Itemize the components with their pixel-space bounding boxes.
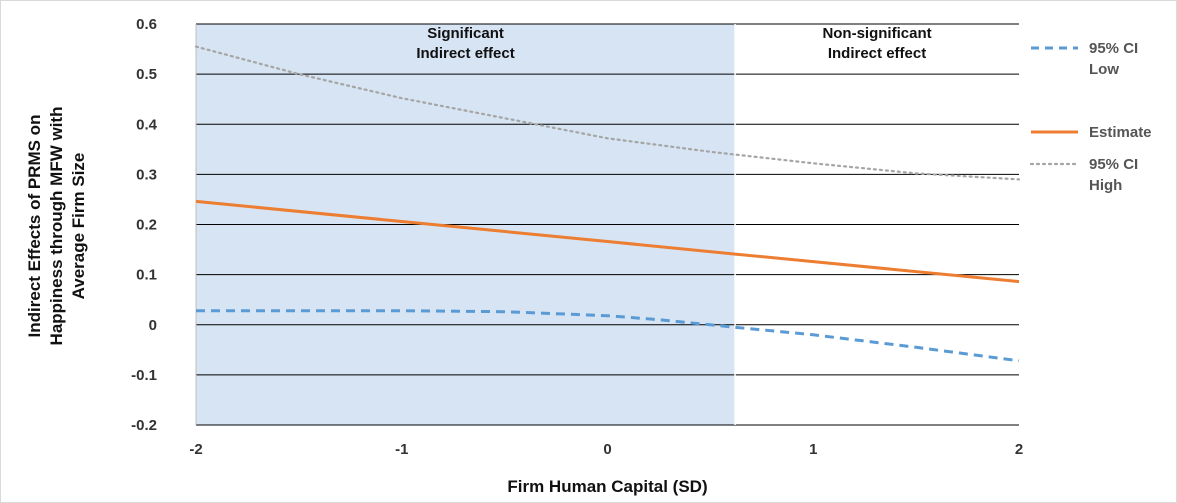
- y-tick-label: 0.4: [136, 116, 158, 133]
- region-labels: Significant Indirect effectNon-significan…: [416, 25, 931, 62]
- y-axis-title-line: Indirect Effects of PRMS on: [25, 115, 44, 338]
- region-label-1: Non-significant Indirect effect: [822, 25, 931, 62]
- y-tick-label: 0.3: [136, 166, 157, 183]
- x-tick-label: 2: [1015, 441, 1023, 458]
- legend-label-0: 95% CI Low: [1089, 40, 1138, 78]
- y-tick-label: -0.2: [131, 417, 157, 434]
- y-axis-title-line: Happiness through MFW with: [47, 107, 66, 346]
- x-tick-label: 1: [809, 441, 817, 458]
- x-tick-label: 0: [603, 441, 611, 458]
- region-label-line: Significant: [427, 25, 504, 42]
- legend-label-line: High: [1089, 177, 1122, 194]
- x-tick-label: -2: [189, 441, 202, 458]
- series-line-2: [194, 45, 1021, 181]
- y-tick-label: -0.1: [131, 367, 157, 384]
- y-tick-labels: -0.2 -0.1 0 0.1 0.2 0.3 0.4 0.5 0.6: [131, 16, 158, 434]
- legend: 95% CI Low Estimate 95% CI High: [1029, 40, 1152, 194]
- y-tick-label: 0: [149, 317, 157, 334]
- y-axis-title-line: Average Firm Size: [69, 153, 88, 300]
- region-label-line: Non-significant: [822, 25, 931, 42]
- region-label-0: Significant Indirect effect: [416, 25, 514, 62]
- legend-label-1: Estimate: [1089, 124, 1152, 141]
- legend-label-line: 95% CI: [1089, 156, 1138, 173]
- region-label-line: Indirect effect: [416, 45, 514, 62]
- legend-label-2: 95% CI High: [1089, 156, 1138, 194]
- y-tick-label: 0.5: [136, 66, 157, 83]
- y-tick-label: 0.1: [136, 267, 157, 284]
- series-lines: [194, 45, 1021, 363]
- region-label-line: Indirect effect: [828, 45, 926, 62]
- legend-label-line: Low: [1089, 61, 1119, 78]
- legend-label-line: 95% CI: [1089, 40, 1138, 57]
- y-tick-label: 0.6: [136, 16, 157, 33]
- series-line-1: [195, 199, 1020, 284]
- y-tick-label: 0.2: [136, 217, 157, 234]
- y-axis-title: Indirect Effects of PRMS on Happiness thr…: [25, 107, 88, 346]
- x-tick-labels: -2 -1 0 1 2: [189, 441, 1023, 458]
- series-line-0: [196, 309, 1020, 363]
- x-tick-label: -1: [395, 441, 408, 458]
- gridlines: [195, 23, 1019, 426]
- x-axis-title: Firm Human Capital (SD): [507, 477, 707, 496]
- legend-label-line: Estimate: [1089, 124, 1152, 141]
